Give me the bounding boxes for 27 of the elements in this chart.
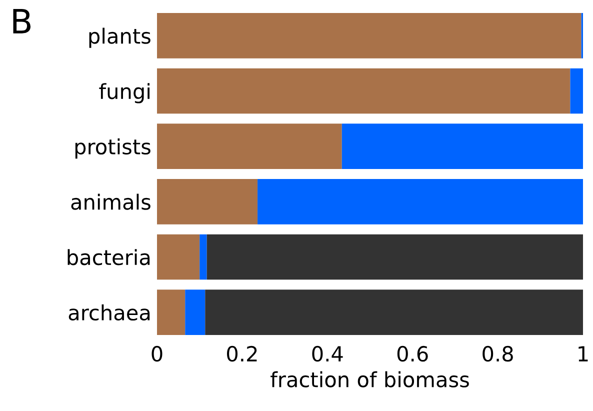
- y-tick-label: protists: [75, 138, 150, 159]
- x-axis-title: fraction of biomass: [270, 371, 469, 388]
- bar: [185, 290, 206, 336]
- y-tick-label: plants: [89, 28, 150, 48]
- y-tick-label: bacteria: [68, 249, 150, 266]
- x-tick-label: 0.8: [482, 346, 513, 362]
- y-tick-label: archaea: [68, 304, 150, 321]
- bar: [157, 234, 200, 280]
- bar: [157, 12, 582, 58]
- bar: [342, 124, 583, 170]
- bar: [157, 178, 258, 224]
- x-tick-label: 0.6: [397, 346, 428, 362]
- y-tick-label: animals: [71, 194, 150, 210]
- bar: [200, 234, 207, 280]
- chart-title: B: [13, 9, 31, 34]
- x-tick-label: 0.4: [312, 346, 343, 362]
- x-tick-label: 1: [578, 346, 588, 362]
- bar: [570, 68, 583, 114]
- bar: [206, 234, 583, 280]
- bar: [258, 178, 583, 224]
- x-tick-label: 0.2: [227, 346, 257, 362]
- bar: [157, 68, 570, 114]
- bar: [157, 124, 342, 170]
- bar: [205, 290, 583, 336]
- x-tick-label: 0: [152, 346, 162, 362]
- y-tick-label: fungi: [99, 83, 150, 104]
- bar: [157, 290, 186, 336]
